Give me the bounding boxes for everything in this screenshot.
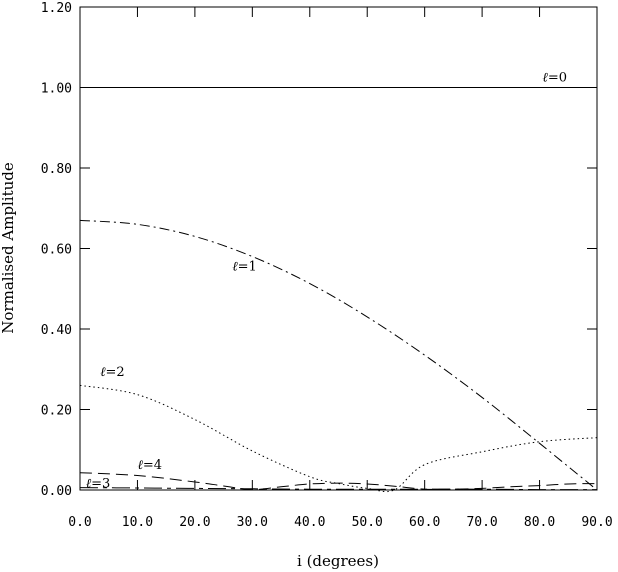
x-tick-label: 80.0 — [524, 515, 555, 530]
series-l1-label: ℓ=1 — [232, 260, 257, 275]
series-l3-label: ℓ=3 — [86, 477, 111, 492]
curves — [79, 87, 598, 493]
plot-frame — [79, 6, 598, 491]
axis-ticks: 0.0 10.0 20.0 30.0 40.0 50.0 60.0 70.0 80.0 90.0 0… — [41, 1, 613, 530]
y-axis-title: Normalised Amplitude — [0, 162, 17, 334]
curve-labels: ℓ=0 ℓ=1 ℓ=2 ℓ=3 ℓ=4 — [86, 70, 567, 491]
x-tick-label: 0.0 — [68, 515, 91, 530]
x-tick-label: 50.0 — [352, 515, 383, 530]
x-tick-label: 40.0 — [294, 515, 325, 530]
x-tick-label: 90.0 — [581, 515, 612, 530]
y-tick-label: 0.20 — [41, 404, 72, 419]
x-tick-label: 10.0 — [122, 515, 153, 530]
y-tick-label: 0.60 — [41, 243, 72, 258]
y-tick-label: 0.80 — [41, 162, 72, 177]
y-tick-label: 0.40 — [41, 323, 72, 338]
x-tick-label: 20.0 — [179, 515, 210, 530]
series-l0-label: ℓ=0 — [542, 70, 567, 85]
x-axis-title: i (degrees) — [297, 552, 379, 570]
series-l2-label: ℓ=2 — [100, 365, 125, 380]
series-l2-line — [79, 384, 598, 493]
x-tick-label: 60.0 — [409, 515, 440, 530]
y-tick-label: 0.00 — [41, 484, 72, 499]
y-tick-label: 1.20 — [41, 1, 72, 16]
x-tick-label: 30.0 — [237, 515, 268, 530]
series-l3-line — [79, 487, 598, 491]
series-l4-line — [79, 472, 598, 491]
x-tick-label: 70.0 — [466, 515, 497, 530]
y-tick-label: 1.00 — [41, 82, 72, 97]
series-l1-line — [79, 219, 598, 491]
series-l4-label: ℓ=4 — [137, 458, 162, 473]
